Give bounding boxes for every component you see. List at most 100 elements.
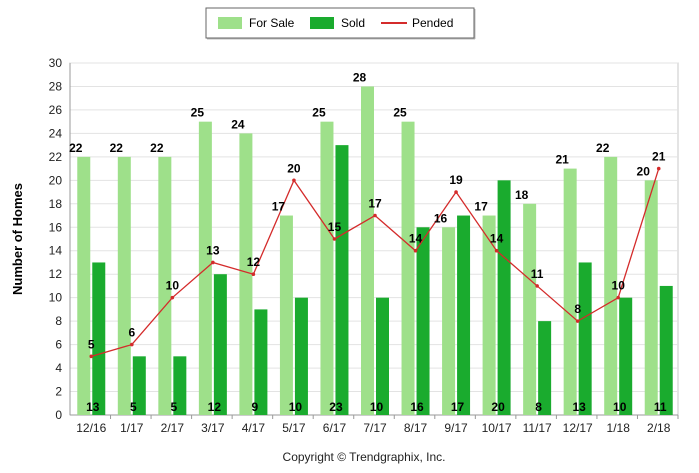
label-for-sale: 22 xyxy=(596,141,610,155)
label-pended: 19 xyxy=(449,173,463,187)
label-sold: 10 xyxy=(370,400,384,414)
label-for-sale: 22 xyxy=(150,141,164,155)
label-pended: 21 xyxy=(652,150,666,164)
pended-point xyxy=(454,190,458,194)
bar-sold xyxy=(457,215,471,415)
pended-point xyxy=(251,272,256,277)
legend-swatch xyxy=(310,17,334,29)
bar-sold xyxy=(294,297,308,415)
pended-point xyxy=(575,319,580,323)
y-tick-label: 2 xyxy=(55,385,62,399)
bar-for-sale xyxy=(77,156,91,415)
y-axis-title: Number of Homes xyxy=(10,183,25,295)
label-sold: 13 xyxy=(572,400,586,414)
y-tick-label: 16 xyxy=(49,220,63,234)
label-sold: 12 xyxy=(208,400,222,414)
bar-for-sale xyxy=(401,121,415,416)
label-for-sale: 24 xyxy=(231,117,245,131)
pended-point xyxy=(413,248,418,253)
bar-sold xyxy=(173,356,187,415)
bar-sold xyxy=(538,321,552,415)
y-tick-label: 4 xyxy=(55,361,62,375)
bar-for-sale xyxy=(442,227,456,415)
bar-sold xyxy=(659,285,673,415)
label-sold: 10 xyxy=(613,400,627,414)
bar-for-sale xyxy=(117,156,131,415)
data-labels: 22 13 22 5 22 5 25 12 24 9 17 10 25 23 28 10 25 16 16 17 17 2… xyxy=(69,70,667,414)
label-pended: 8 xyxy=(574,302,581,316)
bar-sold xyxy=(376,297,389,415)
pended-point xyxy=(89,354,94,359)
x-tick-label: 7/17 xyxy=(363,421,387,435)
label-sold: 8 xyxy=(535,400,542,414)
x-tick-label: 6/17 xyxy=(323,421,347,435)
bar-for-sale xyxy=(361,86,374,415)
y-tick-label: 20 xyxy=(49,173,63,187)
label-for-sale: 28 xyxy=(353,70,367,84)
y-tick-label: 30 xyxy=(49,56,63,70)
pended-point xyxy=(292,178,296,183)
label-pended: 5 xyxy=(88,337,95,351)
pended-point xyxy=(494,248,499,253)
pended-point xyxy=(130,342,134,347)
y-tick-label: 22 xyxy=(49,150,63,164)
bar-sold xyxy=(254,309,268,415)
x-tick-label: 4/17 xyxy=(242,421,266,435)
label-sold: 10 xyxy=(289,400,303,414)
y-tick-label: 0 xyxy=(55,408,62,422)
pended-line xyxy=(89,166,661,359)
pended-point xyxy=(373,213,377,218)
label-pended: 17 xyxy=(368,197,382,211)
pended-point xyxy=(656,166,661,171)
label-pended: 14 xyxy=(490,232,504,246)
pended-point xyxy=(332,237,337,241)
x-tick-label: 5/17 xyxy=(282,421,306,435)
x-tick-label: 3/17 xyxy=(201,421,225,435)
y-tick-label: 10 xyxy=(49,291,63,305)
label-pended: 12 xyxy=(247,255,261,269)
x-tick-label: 11/17 xyxy=(523,421,552,435)
legend: For Sale Sold Pended xyxy=(205,7,476,40)
label-pended: 13 xyxy=(206,243,220,257)
label-sold: 5 xyxy=(170,400,177,414)
label-pended: 10 xyxy=(166,279,180,293)
bar-for-sale xyxy=(482,215,496,415)
bar-for-sale xyxy=(239,133,253,415)
pended-point xyxy=(535,284,539,288)
bar-sold xyxy=(497,180,511,415)
label-sold: 17 xyxy=(451,400,465,414)
bar-for-sale xyxy=(279,215,293,415)
bar-for-sale xyxy=(320,121,334,416)
y-tick-label: 26 xyxy=(49,103,63,117)
x-tick-label: 8/17 xyxy=(404,421,428,435)
x-tick-label: 9/17 xyxy=(444,421,468,435)
y-tick-label: 6 xyxy=(55,338,62,352)
label-pended: 10 xyxy=(612,279,626,293)
label-sold: 5 xyxy=(130,400,137,414)
label-sold: 11 xyxy=(654,400,667,414)
label-for-sale: 21 xyxy=(555,153,569,167)
bar-sold xyxy=(335,145,349,415)
label-sold: 20 xyxy=(491,400,505,414)
label-for-sale: 20 xyxy=(637,164,651,178)
x-tick-label: 2/17 xyxy=(161,421,185,435)
label-for-sale: 17 xyxy=(474,200,488,214)
label-for-sale: 16 xyxy=(434,211,448,225)
y-tick-label: 24 xyxy=(49,126,63,140)
label-pended: 20 xyxy=(287,161,301,175)
y-tick-label: 18 xyxy=(49,197,63,211)
pended-point xyxy=(616,295,620,300)
x-tick-label: 12/17 xyxy=(563,421,593,435)
bar-for-sale xyxy=(563,168,577,415)
x-tick-label: 2/18 xyxy=(647,421,671,435)
bar-sold xyxy=(213,274,227,415)
pended-point xyxy=(170,295,175,300)
bar-for-sale xyxy=(644,180,658,415)
label-pended: 6 xyxy=(128,326,135,340)
bar-sold xyxy=(416,227,430,415)
legend-label: For Sale xyxy=(249,16,295,30)
x-tick-label: 1/17 xyxy=(120,421,144,435)
